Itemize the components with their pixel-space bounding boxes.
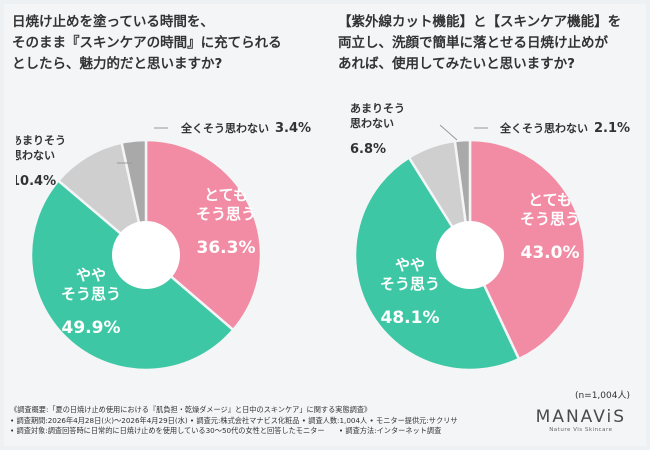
brand-logo-tagline: Nature Vis Skincare — [549, 427, 613, 433]
question-left-line1: 日焼け止めを塗っている時間を、 — [12, 14, 214, 30]
slice-label-text: とても — [528, 191, 572, 209]
sample-size: (n=1,004人) — [574, 391, 630, 401]
question-left: 日焼け止めを塗っている時間を、 そのまま『スキンケアの時間』に充てられる とした… — [12, 12, 312, 75]
brand-logo: MANAViS Nature Vis Skincare — [536, 407, 626, 433]
slice-label-text: あまりそう — [16, 134, 66, 147]
slice-percent: 3.4% — [275, 121, 311, 136]
slice-label-text: そう思う — [380, 275, 440, 293]
slice-label-text: 思わない — [16, 149, 55, 162]
callout-line-1 — [439, 124, 458, 141]
slice-label-text: そう思う — [61, 285, 121, 303]
survey-notes: 《調査概要:「夏の日焼け止め使用における『肌負担・乾燥ダメージ』と日中のスキンケ… — [10, 405, 458, 437]
donut-chart-right-svg: とてもそう思う43.0%ややそう思う48.1%あまりそう思わない6.8%全くそう… — [350, 102, 630, 372]
question-right-line1: 【紫外線カット機能】と【スキンケア機能】を — [338, 14, 622, 30]
slice-label-text: 全くそう思わない — [499, 121, 588, 135]
donut-chart-left: とてもそう思う36.3%ややそう思う49.9%あまりそう思わない10.4%全くそ… — [16, 100, 316, 390]
slice-percent: 10.4% — [16, 174, 56, 189]
slice-label-text: 全くそう思わない — [180, 121, 269, 135]
slice-percent: 2.1% — [594, 121, 630, 136]
slice-percent: 36.3% — [197, 238, 256, 258]
slice-percent: 49.9% — [62, 318, 121, 338]
slice-label-text: そう思う — [520, 210, 580, 228]
slice-label-4: 全くそう思わない 2.1% — [499, 121, 630, 136]
donut-chart-right: とても そう思う 43.0% やや そう思う 48.1% あまりそう 思わない 6.8% 全くそう… — [340, 100, 640, 390]
slice-label-text: やや — [395, 256, 425, 274]
question-left-line2: そのまま『スキンケアの時間』に充てられる — [12, 35, 282, 51]
donut-hole — [112, 221, 180, 289]
slice-label-text: とても — [204, 186, 248, 204]
slice-label-text: やや — [76, 266, 106, 284]
pie-slice-1 — [144, 138, 263, 332]
survey-note-period: • 調査期間:2026年4月28日(火)〜2026年4月29日(水) • 調査元… — [10, 415, 458, 425]
slice-percent: 48.1% — [381, 308, 440, 328]
question-left-line3: としたら、魅力的だと思いますか? — [12, 56, 223, 72]
pie-slice-2 — [353, 155, 521, 372]
slice-percent: 6.8% — [350, 142, 386, 157]
slice-percent: 43.0% — [521, 243, 580, 263]
survey-note-target: • 調査対象:調査回答時に日常的に日焼け止めを使用している30〜50代の女性と回… — [10, 426, 442, 435]
question-right-line3: あれば、使用してみたいと思いますか? — [338, 56, 575, 72]
donut-hole — [436, 221, 504, 289]
question-right-line2: 両立し、洗顔で簡単に落とせる日焼け止めが — [338, 35, 608, 51]
slice-label-text: あまりそう — [350, 102, 405, 115]
pie-slice-1 — [468, 138, 587, 361]
slice-label-4: 全くそう思わない 3.4% — [180, 121, 311, 136]
donut-chart-left-svg: とてもそう思う36.3%ややそう思う49.9%あまりそう思わない10.4%全くそ… — [16, 121, 311, 372]
slice-label-text: そう思う — [196, 205, 256, 223]
slice-label-text: 思わない — [350, 117, 394, 130]
brand-logo-text: MANAViS — [535, 407, 626, 427]
pie-slice-3 — [56, 141, 149, 259]
question-right: 【紫外線カット機能】と【スキンケア機能】を 両立し、洗顔で簡単に落とせる日焼け止… — [338, 12, 643, 75]
survey-note-title: 《調査概要:「夏の日焼け止め使用における『肌負担・乾燥ダメージ』と日中のスキンケ… — [10, 405, 372, 414]
